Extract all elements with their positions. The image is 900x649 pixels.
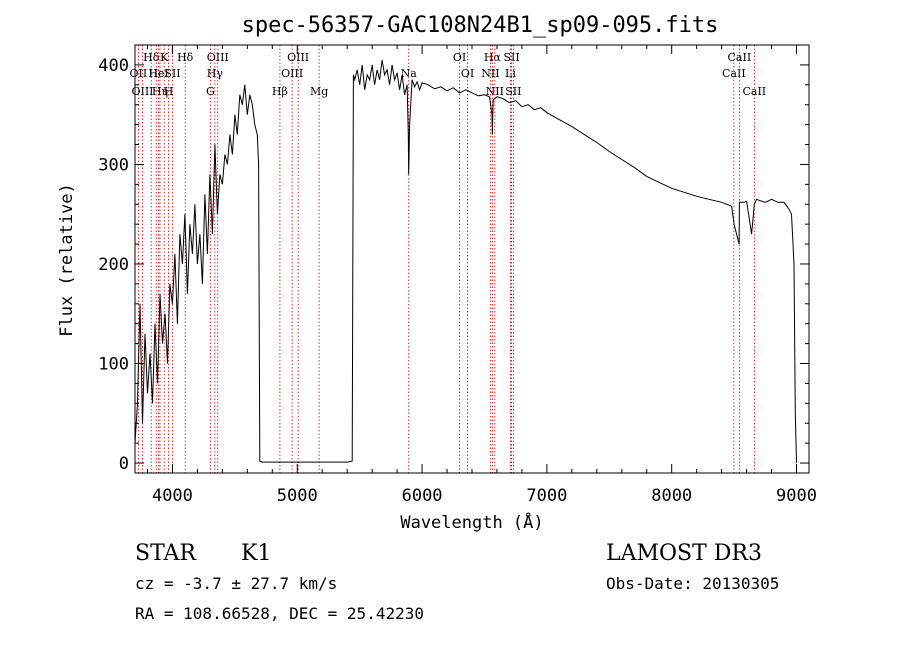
redshift-text: cz = -3.7 ± 27.7 km/s bbox=[135, 574, 337, 593]
object-subclass: K1 bbox=[241, 541, 271, 566]
x-tick-label: 6000 bbox=[402, 486, 443, 506]
line-marker-label: NII bbox=[481, 67, 499, 80]
line-marker-label: Hβ bbox=[272, 85, 288, 98]
chart-title: spec-56357-GAC108N24B1_sp09-095.fits bbox=[242, 13, 719, 38]
x-tick-label: 4000 bbox=[152, 486, 193, 506]
line-marker-label: CaII bbox=[742, 85, 766, 98]
x-tick-label: 5000 bbox=[277, 486, 318, 506]
line-marker-label: OIII bbox=[281, 67, 303, 80]
line-marker-label: SII bbox=[503, 51, 519, 64]
x-tick-label: 8000 bbox=[651, 486, 692, 506]
line-marker-label: Mg bbox=[310, 85, 328, 98]
line-marker-label: Hη bbox=[152, 85, 168, 98]
object-class: STAR bbox=[135, 541, 197, 566]
y-tick-label: 100 bbox=[98, 355, 129, 375]
line-marker-label: SII bbox=[505, 85, 521, 98]
y-tick-label: 300 bbox=[98, 155, 129, 175]
x-tick-label: 7000 bbox=[526, 486, 567, 506]
line-marker-label: OIII bbox=[287, 51, 309, 64]
coordinates-text: RA = 108.66528, DEC = 25.42230 bbox=[135, 604, 424, 623]
y-axis-label: Flux (relative) bbox=[57, 183, 77, 337]
line-marker-label: Hδ bbox=[177, 51, 194, 64]
line-marker-label: K bbox=[160, 51, 169, 64]
line-marker-label: Hδ bbox=[143, 51, 160, 64]
obs-date-text: Obs-Date: 20130305 bbox=[606, 574, 779, 593]
line-marker-label: CaII bbox=[728, 51, 752, 64]
line-marker-label: Hα bbox=[484, 51, 502, 64]
line-marker-label: Li bbox=[505, 67, 516, 80]
y-tick-label: 0 bbox=[119, 454, 129, 474]
line-marker-label: OI bbox=[461, 67, 474, 80]
line-marker-label: OI bbox=[453, 51, 466, 64]
y-tick-label: 400 bbox=[98, 56, 129, 76]
line-marker-label: CaII bbox=[722, 67, 746, 80]
line-marker-label: OIII bbox=[207, 51, 229, 64]
survey-name: LAMOST DR3 bbox=[606, 541, 762, 566]
line-marker-label: H bbox=[164, 85, 174, 98]
line-marker-label: NII bbox=[486, 85, 504, 98]
line-marker-label: OIII bbox=[131, 85, 153, 98]
line-marker-label: OII bbox=[130, 67, 148, 80]
line-marker-label: Hγ bbox=[207, 67, 224, 80]
x-axis-label: Wavelength (Å) bbox=[400, 511, 543, 533]
line-marker-label: HeI bbox=[148, 67, 168, 80]
y-tick-label: 200 bbox=[98, 255, 129, 275]
plot-frame bbox=[134, 44, 810, 474]
line-marker-label: G bbox=[206, 85, 215, 98]
line-marker-label: SII bbox=[164, 67, 180, 80]
line-marker-label: Na bbox=[401, 67, 418, 80]
series-layer bbox=[134, 59, 797, 464]
x-tick-label: 9000 bbox=[776, 486, 817, 506]
axes: 4000 5000 6000 7000 8000 9000 0 100 200 300 400 bbox=[98, 45, 817, 506]
series-line-spectrum bbox=[134, 59, 797, 464]
